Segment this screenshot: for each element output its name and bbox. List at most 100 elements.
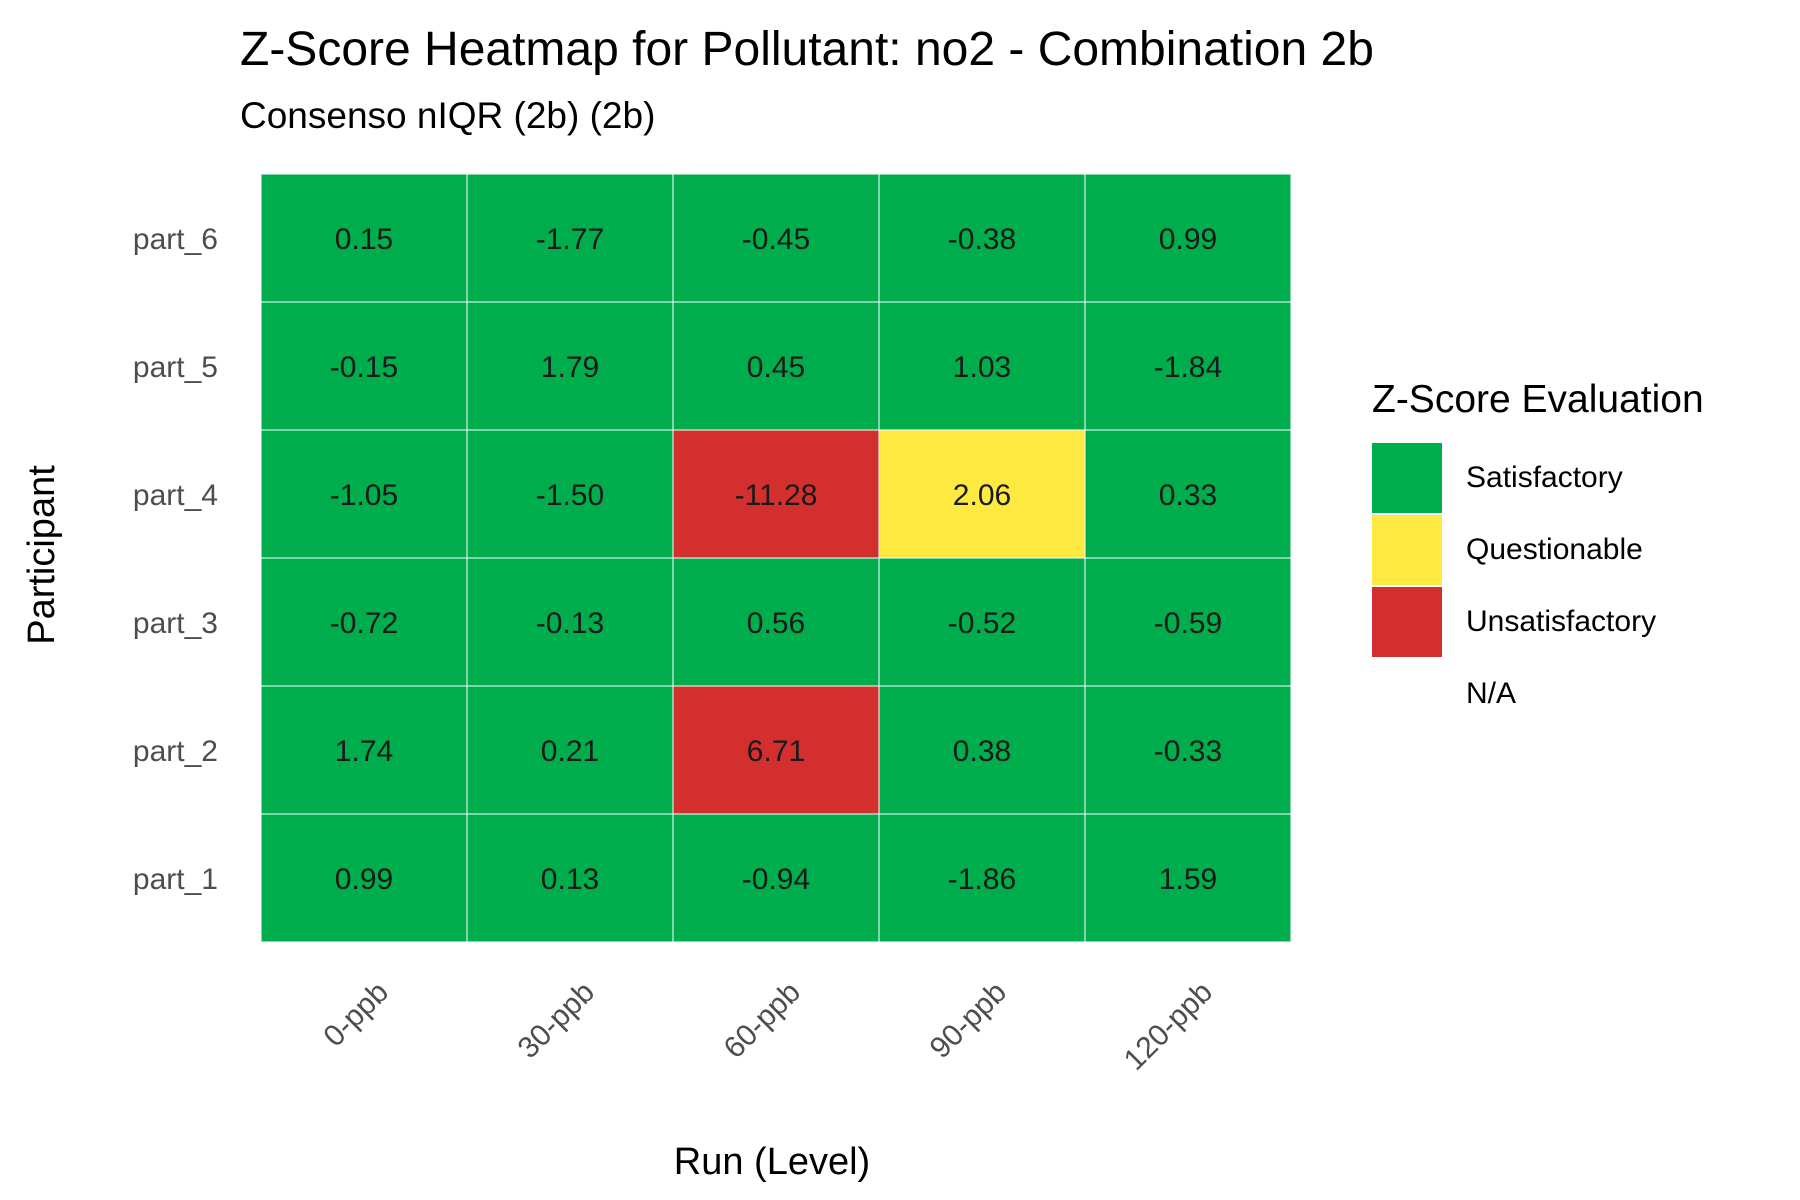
cell-fill xyxy=(1084,301,1292,431)
heatmap-cell-part_4-60-ppb: -11.28 xyxy=(672,429,880,559)
heatmap-cell-part_3-30-ppb: -0.13 xyxy=(466,557,674,687)
cell-fill xyxy=(1084,813,1292,943)
cell-value-label: 0.15 xyxy=(335,223,393,256)
cell-value-label: 0.21 xyxy=(541,735,599,768)
cell-fill xyxy=(878,173,1086,303)
legend-label: Satisfactory xyxy=(1466,461,1623,494)
cell-value-label: 1.59 xyxy=(1159,863,1217,896)
cell-value-label: 6.71 xyxy=(747,735,805,768)
cell-value-label: 0.56 xyxy=(747,607,805,640)
legend-items: Satisfactory Questionable Unsatisfactory N/… xyxy=(1372,442,1704,730)
heatmap-cell-part_3-0-ppb: -0.72 xyxy=(260,557,468,687)
heatmap-cell-part_5-30-ppb: 1.79 xyxy=(466,301,674,431)
x-tick-120-ppb: 120-ppb xyxy=(1118,976,1219,1077)
legend-item-satisfactory: Satisfactory xyxy=(1372,442,1704,514)
legend-label: Questionable xyxy=(1466,533,1643,566)
y-tick-part_1: part_1 xyxy=(133,863,218,896)
heatmap-cell-part_4-120-ppb: 0.33 xyxy=(1084,429,1292,559)
heatmap-cell-part_1-90-ppb: -1.86 xyxy=(878,813,1086,943)
heatmap-cell-part_5-0-ppb: -0.15 xyxy=(260,301,468,431)
heatmap-cell-part_6-90-ppb: -0.38 xyxy=(878,173,1086,303)
heatmap-cell-part_1-60-ppb: -0.94 xyxy=(672,813,880,943)
cell-fill xyxy=(466,557,674,687)
cell-value-label: 0.99 xyxy=(335,863,393,896)
y-tick-part_5: part_5 xyxy=(133,351,218,384)
x-tick-labels: 0-ppb 30-ppb 60-ppb 90-ppb 120-ppb xyxy=(317,976,1219,1077)
cell-fill xyxy=(672,173,880,303)
heatmap-cell-part_2-120-ppb: -0.33 xyxy=(1084,685,1292,815)
cell-value-label: -1.77 xyxy=(536,223,604,256)
legend-label: N/A xyxy=(1466,677,1517,710)
cell-value-label: -1.05 xyxy=(330,479,398,512)
cell-fill xyxy=(260,813,468,943)
heatmap-cell-part_3-60-ppb: 0.56 xyxy=(672,557,880,687)
legend-item-unsatisfactory: Unsatisfactory xyxy=(1372,586,1704,658)
cell-value-label: -1.84 xyxy=(1154,351,1222,384)
cell-value-label: -11.28 xyxy=(735,479,818,512)
legend-key-swatch xyxy=(1372,443,1442,513)
cell-fill xyxy=(878,685,1086,815)
cell-fill xyxy=(466,685,674,815)
heatmap-cells: 0.15 -1.77 -0.45 -0.38 0.99 -0.15 1.79 0.45 1.03… xyxy=(260,173,1292,943)
heatmap-cell-part_6-30-ppb: -1.77 xyxy=(466,173,674,303)
heatmap-cell-part_3-90-ppb: -0.52 xyxy=(878,557,1086,687)
legend-key-swatch xyxy=(1372,515,1442,585)
y-tick-part_6: part_6 xyxy=(133,223,218,256)
cell-value-label: -0.33 xyxy=(1154,735,1222,768)
cell-value-label: 1.74 xyxy=(335,735,393,768)
cell-value-label: -1.86 xyxy=(948,863,1016,896)
heatmap-cell-part_5-90-ppb: 1.03 xyxy=(878,301,1086,431)
y-tick-labels: part_6 part_5 part_4 part_3 part_2 part_1 xyxy=(133,223,218,896)
cell-value-label: -0.52 xyxy=(948,607,1016,640)
cell-value-label: -0.13 xyxy=(536,607,604,640)
heatmap-cell-part_6-0-ppb: 0.15 xyxy=(260,173,468,303)
heatmap-cell-part_2-30-ppb: 0.21 xyxy=(466,685,674,815)
cell-value-label: 0.99 xyxy=(1159,223,1217,256)
x-tick-30-ppb: 30-ppb xyxy=(512,976,601,1065)
cell-value-label: -0.38 xyxy=(948,223,1016,256)
y-tick-part_3: part_3 xyxy=(133,607,218,640)
heatmap-cell-part_3-120-ppb: -0.59 xyxy=(1084,557,1292,687)
cell-fill xyxy=(466,301,674,431)
cell-value-label: 1.03 xyxy=(953,351,1011,384)
legend-label: Unsatisfactory xyxy=(1466,605,1657,638)
heatmap-cell-part_4-0-ppb: -1.05 xyxy=(260,429,468,559)
cell-fill xyxy=(672,557,880,687)
cell-value-label: 1.79 xyxy=(541,351,599,384)
cell-fill xyxy=(878,429,1086,559)
heatmap-cell-part_2-90-ppb: 0.38 xyxy=(878,685,1086,815)
cell-fill xyxy=(672,813,880,943)
heatmap-cell-part_4-30-ppb: -1.50 xyxy=(466,429,674,559)
legend-title: Z-Score Evaluation xyxy=(1372,378,1704,421)
y-tick-part_2: part_2 xyxy=(133,735,218,768)
x-tick-60-ppb: 60-ppb xyxy=(718,976,807,1065)
y-axis-label: Participant xyxy=(21,465,63,645)
cell-fill xyxy=(672,429,880,559)
x-tick-0-ppb: 0-ppb xyxy=(317,976,395,1054)
cell-fill xyxy=(1084,557,1292,687)
heatmap-cell-part_5-60-ppb: 0.45 xyxy=(672,301,880,431)
y-tick-part_4: part_4 xyxy=(133,479,218,512)
heatmap-cell-part_1-120-ppb: 1.59 xyxy=(1084,813,1292,943)
cell-value-label: 2.06 xyxy=(953,479,1011,512)
cell-fill xyxy=(672,301,880,431)
cell-fill xyxy=(1084,173,1292,303)
heatmap-cell-part_6-60-ppb: -0.45 xyxy=(672,173,880,303)
cell-value-label: 0.13 xyxy=(541,863,599,896)
cell-fill xyxy=(260,685,468,815)
heatmap-cell-part_2-60-ppb: 6.71 xyxy=(672,685,880,815)
cell-fill xyxy=(1084,429,1292,559)
legend-key-swatch xyxy=(1372,659,1442,729)
legend-key-swatch xyxy=(1372,587,1442,657)
cell-value-label: 0.38 xyxy=(953,735,1011,768)
legend-item-questionable: Questionable xyxy=(1372,514,1704,586)
chart-title: Z-Score Heatmap for Pollutant: no2 - Com… xyxy=(240,23,1374,76)
heatmap-cell-part_1-30-ppb: 0.13 xyxy=(466,813,674,943)
heatmap-cell-part_5-120-ppb: -1.84 xyxy=(1084,301,1292,431)
cell-value-label: 0.33 xyxy=(1159,479,1217,512)
legend: Z-Score Evaluation Satisfactory Questiona… xyxy=(1372,378,1704,730)
cell-fill xyxy=(466,429,674,559)
heatmap-cell-part_2-0-ppb: 1.74 xyxy=(260,685,468,815)
x-tick-90-ppb: 90-ppb xyxy=(924,976,1013,1065)
